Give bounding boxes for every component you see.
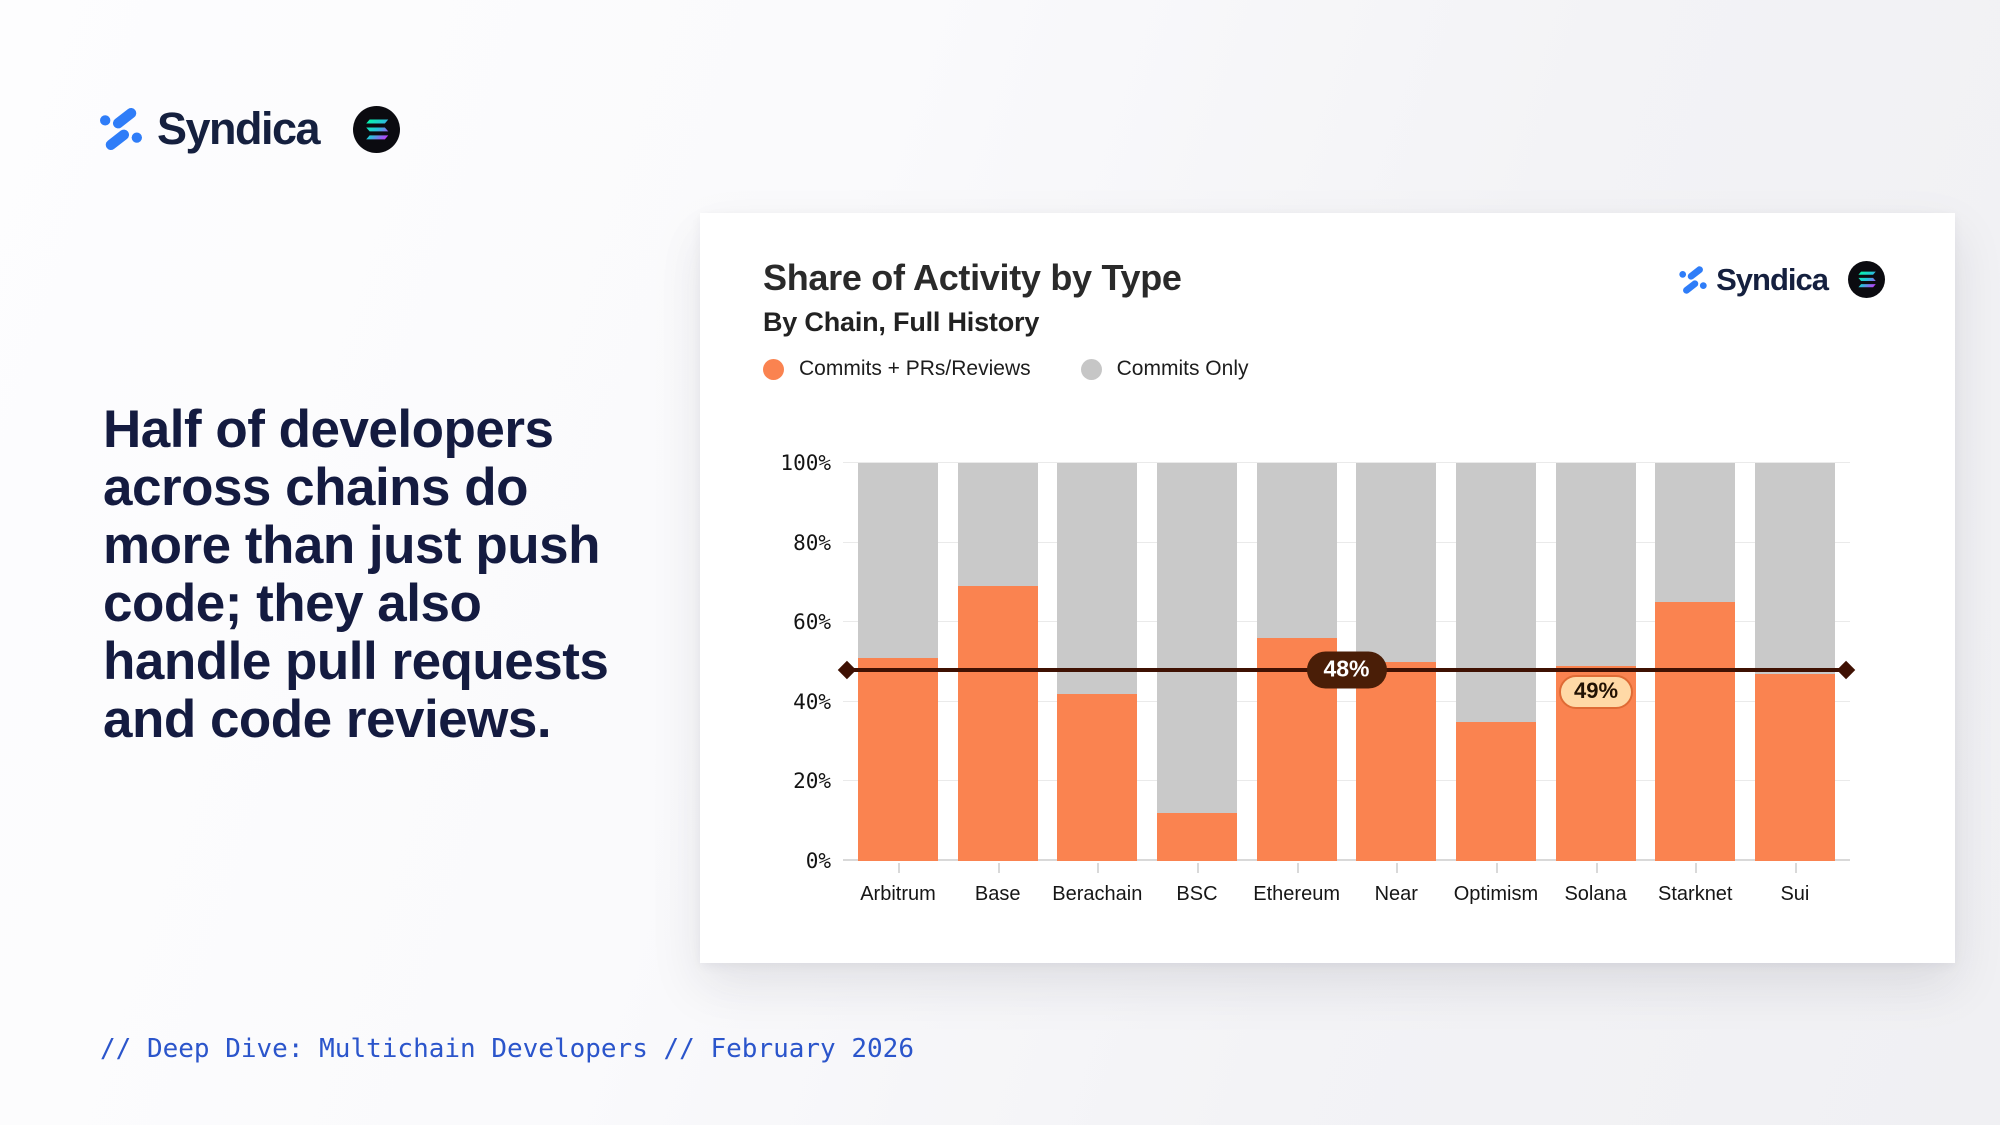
y-tick-label-40%: 40%: [793, 689, 831, 714]
x-axis-label-near: Near: [1374, 883, 1418, 905]
gridline-0%: [843, 859, 1850, 861]
x-axis-label-solana: Solana: [1564, 883, 1627, 905]
legend-dot-commits-only-icon: [1080, 358, 1102, 380]
bar-group-near: Near: [1356, 463, 1437, 905]
legend-item-commits-prs: Commits + PRs/Reviews: [763, 357, 1031, 381]
gridlines: 0% 20% 40% 60% 80% 100%: [780, 451, 1850, 873]
gridline-60%: [843, 621, 1850, 623]
bar-group-starknet: Starknet: [1655, 463, 1736, 905]
y-tick-label-60%: 60%: [793, 610, 831, 635]
bar-commits-prs-optimism: [1455, 721, 1536, 861]
bar-commits-only-ethereum: [1256, 463, 1337, 639]
gridline-100%: [843, 462, 1850, 463]
legend-dot-commits-prs-icon: [763, 358, 784, 380]
y-tick-label-80%: 80%: [793, 530, 831, 555]
bar-group-solana: Solana: [1555, 463, 1636, 905]
bar-commits-prs-base: [957, 586, 1038, 861]
chart-subtitle: By Chain, Full History: [763, 307, 1040, 337]
syndica-logo-icon: [100, 108, 142, 150]
y-tick-label-20%: 20%: [793, 769, 831, 794]
bar-commits-only-bsc: [1156, 463, 1237, 814]
bar-commits-only-solana: [1555, 463, 1636, 666]
bar-group-base: Base: [957, 463, 1038, 905]
bar-commits-only-starknet: [1655, 463, 1736, 603]
bar-commits-only-arbitrum: [858, 463, 938, 659]
headline: Half of developers across chains do more…: [103, 400, 609, 749]
bar-commits-prs-arbitrum: [858, 658, 938, 861]
chart-title: Share of Activity by Type: [763, 257, 1182, 298]
bar-commits-prs-starknet: [1655, 602, 1736, 861]
bar-group-arbitrum: Arbitrum: [858, 463, 938, 905]
syndica-wordmark: Syndica: [157, 103, 321, 154]
solana-callout-badge: 49%: [1558, 674, 1634, 709]
gridline-20%: [843, 780, 1850, 782]
syndica-logo-icon: [1679, 265, 1707, 294]
x-axis-label-starknet: Starknet: [1658, 883, 1733, 905]
legend-label-commits-prs: Commits + PRs/Reviews: [799, 357, 1031, 380]
bar-group-optimism: Optimism: [1454, 463, 1538, 905]
bar-commits-only-optimism: [1455, 463, 1536, 722]
brand-header: Syndica: [98, 103, 401, 155]
bar-commits-only-sui: [1754, 463, 1835, 674]
legend-item-commits-only: Commits Only: [1080, 357, 1249, 381]
bar-group-bsc: BSC: [1156, 463, 1237, 905]
gridline-40%: [843, 700, 1850, 702]
chart-card: Share of Activity by Type By Chain, Full…: [700, 213, 1955, 963]
bar-commits-prs-berachain: [1057, 693, 1138, 861]
bars: Arbitrum Base Berachain BSC Ethereum Near Opti…: [843, 463, 1850, 905]
chart-legend: Commits + PRs/Reviews Commits Only: [763, 357, 1249, 381]
x-axis-label-berachain: Berachain: [1052, 883, 1143, 905]
gridline-80%: [843, 541, 1850, 543]
bar-commits-only-base: [957, 463, 1038, 587]
plot-area: 0% 20% 40% 60% 80% 100% Arbitrum Base Berachain…: [780, 451, 1856, 905]
x-axis-label-arbitrum: Arbitrum: [860, 883, 936, 905]
x-axis-label-sui: Sui: [1780, 883, 1810, 905]
solana-logo-badge: [1848, 261, 1885, 298]
y-tick-label-100%: 100%: [780, 451, 831, 475]
solana-logo-badge: [353, 105, 401, 153]
bar-commits-only-berachain: [1057, 463, 1138, 694]
legend-label-commits-only: Commits Only: [1116, 357, 1249, 380]
bar-commits-prs-sui: [1754, 673, 1835, 861]
x-axis-label-base: Base: [974, 883, 1021, 905]
syndica-wordmark: Syndica: [1716, 261, 1829, 297]
average-badge: 48%: [1306, 651, 1387, 689]
card-brand: Syndica: [1678, 261, 1885, 298]
bar-group-berachain: Berachain: [1052, 463, 1142, 905]
x-axis-label-ethereum: Ethereum: [1253, 883, 1340, 905]
y-tick-label-0%: 0%: [805, 849, 831, 873]
bar-commits-prs-bsc: [1156, 813, 1237, 861]
bar-commits-prs-near: [1356, 662, 1437, 861]
x-axis-label-bsc: BSC: [1176, 883, 1218, 905]
x-axis-label-optimism: Optimism: [1453, 883, 1539, 905]
footer-caption: // Deep Dive: Multichain Developers // F…: [100, 1034, 914, 1064]
bar-group-sui: Sui: [1754, 463, 1835, 905]
bar-commits-only-near: [1356, 463, 1437, 662]
